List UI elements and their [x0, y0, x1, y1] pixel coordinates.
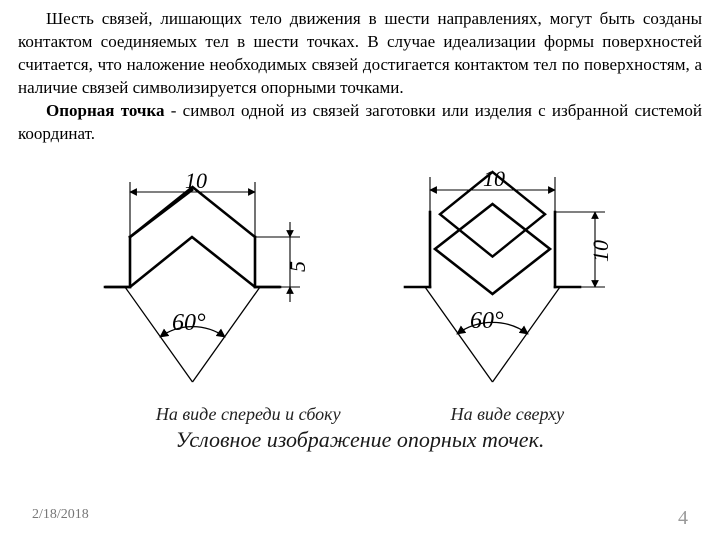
figure-caption: Условное изображение опорных точек. — [0, 427, 720, 453]
right-dim-side: 10 — [588, 240, 613, 262]
left-dim-side: 5 — [285, 261, 310, 272]
left-diagram: 10 5 — [105, 168, 310, 382]
right-angle: 60° — [470, 308, 504, 334]
term-bold: Опорная точка — [46, 101, 165, 120]
right-diagram: 10 10 — [405, 166, 613, 382]
sublabel-right: На виде сверху — [451, 404, 565, 425]
footer-date: 2/18/2018 — [32, 507, 89, 530]
sublabel-left: На виде спереди и сбоку — [156, 404, 341, 425]
footer: 2/18/2018 4 — [0, 507, 720, 530]
paragraph-2: Опорная точка - символ одной из связей з… — [18, 100, 702, 146]
left-angle: 60° — [172, 310, 206, 336]
footer-page: 4 — [678, 507, 688, 530]
paragraph-1: Шесть связей, лишающих тело движения в ш… — [18, 8, 702, 100]
figure-svg: 10 5 — [50, 152, 670, 402]
figure-area: 10 5 — [0, 146, 720, 453]
